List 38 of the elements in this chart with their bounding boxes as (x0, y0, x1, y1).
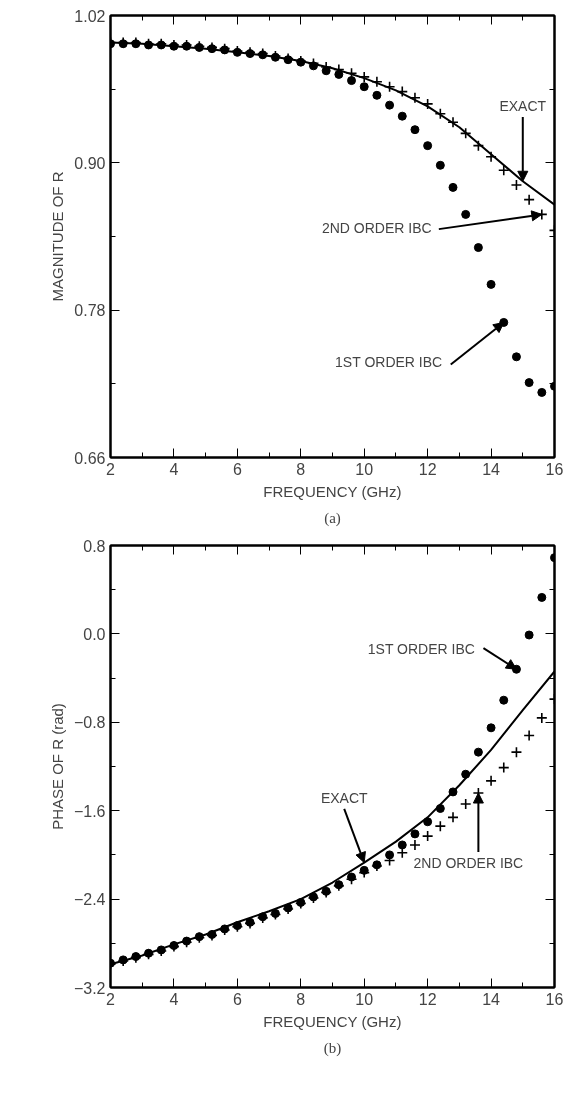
text: (b) (323, 1039, 342, 1057)
x-tick-label: 8 (296, 460, 306, 478)
x-tick-label: 16 (545, 460, 564, 478)
y-tick-label: 1.02 (74, 7, 106, 25)
annotation: 1ST ORDER IBC (335, 354, 443, 371)
x-tick-label: 6 (232, 990, 242, 1008)
x-tick-label: 14 (482, 990, 501, 1008)
y-tick-label: −2.4 (73, 891, 106, 909)
x-tick-label: 2 (106, 990, 116, 1008)
x-tick-label: 14 (482, 460, 501, 478)
text: (a) (324, 509, 341, 527)
x-axis-title: FREQUENCY (GHz) (263, 482, 402, 500)
x-tick-label: 12 (418, 460, 437, 478)
annotation: 2ND ORDER IBC (321, 220, 432, 237)
x-tick-label: 10 (355, 990, 374, 1008)
y-tick-label: 0.8 (83, 537, 106, 555)
y-tick-label: −0.8 (73, 714, 106, 732)
x-tick-label: 4 (169, 990, 179, 1008)
x-tick-label: 16 (545, 990, 564, 1008)
x-tick-label: 2 (106, 460, 116, 478)
x-tick-label: 10 (355, 460, 374, 478)
y-tick-label: −1.6 (73, 802, 106, 820)
annotation: EXACT (499, 98, 547, 115)
x-tick-label: 6 (232, 460, 242, 478)
x-axis-title: FREQUENCY (GHz) (263, 1012, 402, 1030)
y-tick-label: −3.2 (73, 979, 106, 997)
y-axis-title: PHASE OF R (rad) (48, 703, 66, 830)
y-tick-label: 0.90 (74, 154, 106, 172)
x-tick-label: 4 (169, 460, 179, 478)
x-tick-label: 12 (418, 990, 437, 1008)
y-tick-label: 0.78 (74, 302, 106, 320)
x-tick-label: 8 (296, 990, 306, 1008)
annotation: EXACT (320, 789, 368, 806)
y-axis-title: MAGNITUDE OF R (49, 171, 67, 302)
y-tick-label: 0.0 (83, 625, 106, 643)
y-tick-label: 0.66 (74, 449, 106, 467)
annotation: 1ST ORDER IBC (367, 641, 475, 658)
annotation: 2ND ORDER IBC (413, 855, 524, 872)
